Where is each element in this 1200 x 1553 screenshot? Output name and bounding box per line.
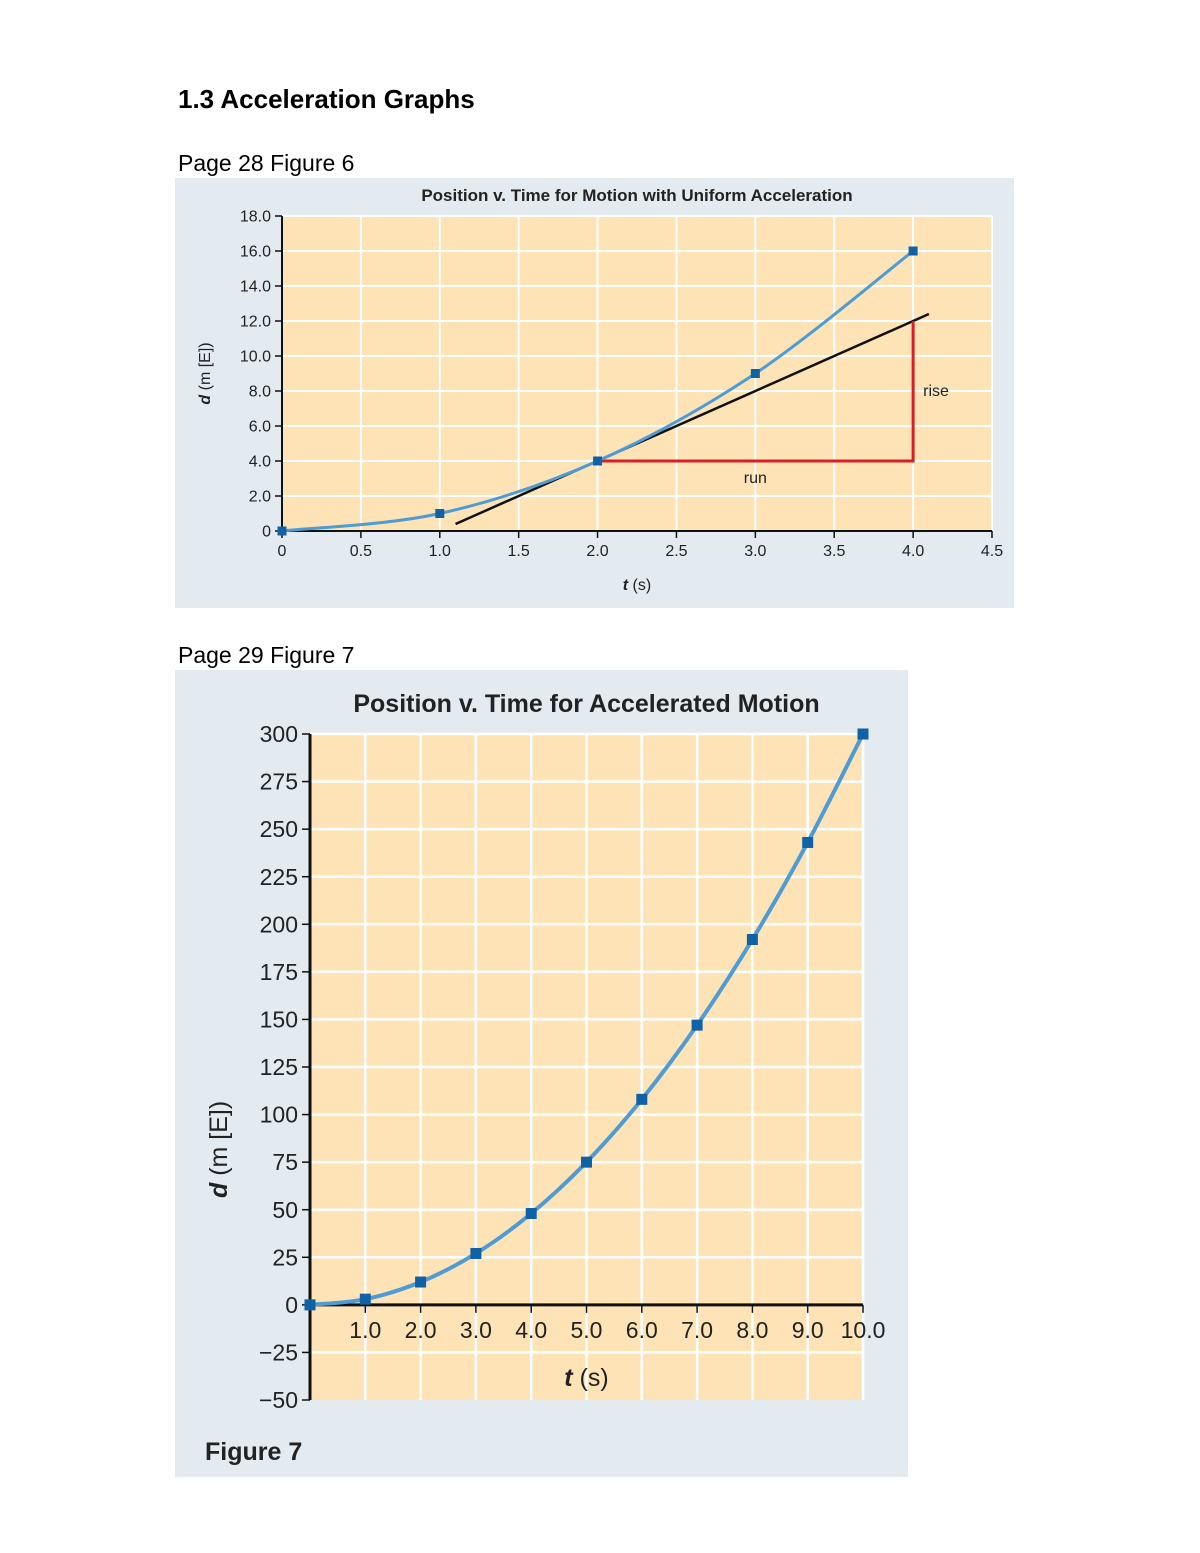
x-tick-label: 3.5 xyxy=(823,543,845,560)
x-tick-label: 2.0 xyxy=(405,1317,437,1343)
y-tick-label: 200 xyxy=(260,911,298,937)
y-tick-label: 300 xyxy=(260,721,298,747)
data-point xyxy=(636,1093,648,1105)
figure7-chart: −50 −25 0 25 50 75 100 125 150 175 200 225 250 275 300… xyxy=(205,690,885,1466)
data-point xyxy=(435,509,445,518)
data-point xyxy=(691,1019,703,1031)
y-tick-label: 250 xyxy=(260,816,298,842)
y-tick-label: 100 xyxy=(260,1102,298,1128)
figure7-series xyxy=(304,728,869,1311)
data-point xyxy=(802,836,814,848)
y-tick-label: 25 xyxy=(272,1244,298,1270)
figure6-grid xyxy=(282,215,993,531)
data-point xyxy=(593,456,603,466)
figure7-label: Figure 7 xyxy=(205,1438,302,1466)
y-tick-label: 8.0 xyxy=(249,384,271,401)
x-tick-label: 5.0 xyxy=(571,1317,603,1343)
x-tick-label: 4.5 xyxy=(981,543,1003,560)
data-point xyxy=(470,1247,482,1259)
x-tick-label: 3.0 xyxy=(744,543,766,560)
data-point xyxy=(277,526,287,536)
figure6-chart: 0 2.0 4.0 6.0 8.0 10.0 12.0 14.0 16.0 18.0 0 0.5 1.0… xyxy=(197,186,1003,594)
y-tick-label: −50 xyxy=(259,1387,298,1413)
y-tick-label: 175 xyxy=(260,959,298,985)
y-tick-label: 16.0 xyxy=(240,244,271,261)
page-heading: 1.3 Acceleration Graphs xyxy=(178,84,475,114)
y-tick-label: 150 xyxy=(260,1006,298,1032)
data-curve xyxy=(281,249,915,533)
y-tick-label: 10.0 xyxy=(240,349,271,366)
data-point xyxy=(359,1293,371,1305)
figure7-axes xyxy=(302,733,864,1401)
x-tick-label: 1.0 xyxy=(349,1317,381,1343)
data-point xyxy=(525,1208,537,1220)
y-tick-label: 0 xyxy=(285,1292,298,1318)
figure6-panel: 0 2.0 4.0 6.0 8.0 10.0 12.0 14.0 16.0 18.0 0 0.5 1.0… xyxy=(175,178,1014,608)
figure6-series xyxy=(277,246,918,536)
figure7-tick-labels: −50 −25 0 25 50 75 100 125 150 175 200 225 250 275 300… xyxy=(259,721,885,1413)
x-tick-label: 6.0 xyxy=(626,1317,658,1343)
y-tick-label: 225 xyxy=(260,864,298,890)
y-tick-label: 4.0 xyxy=(249,454,271,471)
x-tick-label: 9.0 xyxy=(792,1317,824,1343)
y-tick-label: 12.0 xyxy=(240,314,271,331)
data-point xyxy=(415,1276,427,1288)
x-tick-label: 10.0 xyxy=(841,1317,886,1343)
x-tick-label: 1.0 xyxy=(429,543,451,560)
data-point xyxy=(750,369,760,378)
x-tick-label: 4.0 xyxy=(515,1317,547,1343)
tangent-line xyxy=(455,312,930,526)
figure7-y-axis-label: d (m [E]) xyxy=(205,1101,233,1198)
y-tick-label: 275 xyxy=(260,769,298,795)
x-tick-label: 3.0 xyxy=(460,1317,492,1343)
data-point xyxy=(581,1156,592,1168)
figure6-title: Position v. Time for Motion with Uniform… xyxy=(421,186,852,205)
rise-run-triangle xyxy=(597,321,915,463)
y-tick-label: 6.0 xyxy=(249,419,271,436)
figure7-panel: −50 −25 0 25 50 75 100 125 150 175 200 225 250 275 300… xyxy=(175,670,908,1477)
x-tick-label: 0 xyxy=(278,543,287,560)
y-tick-label: −25 xyxy=(259,1339,298,1365)
figure6-plot-area xyxy=(282,216,992,531)
y-tick-label: 0 xyxy=(262,524,271,541)
data-point xyxy=(857,728,869,740)
figure7-grid xyxy=(310,732,865,1400)
x-tick-label: 2.5 xyxy=(665,543,687,560)
figure6-caption: Page 28 Figure 6 xyxy=(178,150,355,176)
data-point xyxy=(304,1299,316,1311)
y-tick-label: 50 xyxy=(272,1197,298,1223)
data-point xyxy=(746,934,758,946)
figure7-title: Position v. Time for Accelerated Motion xyxy=(353,690,819,718)
run-label: run xyxy=(744,470,767,487)
figure7-caption: Page 29 Figure 7 xyxy=(178,642,355,668)
figure6-annotations: run rise xyxy=(455,312,949,526)
y-tick-label: 2.0 xyxy=(249,489,271,506)
figure6-y-axis-label: d (m [E]) xyxy=(197,342,214,404)
data-point xyxy=(908,246,918,256)
x-tick-label: 2.0 xyxy=(586,543,608,560)
y-tick-label: 125 xyxy=(260,1054,298,1080)
y-tick-label: 14.0 xyxy=(240,279,271,296)
x-tick-label: 4.0 xyxy=(902,543,924,560)
x-tick-label: 1.5 xyxy=(508,543,530,560)
y-tick-label: 18.0 xyxy=(240,209,271,226)
y-tick-label: 75 xyxy=(272,1149,298,1175)
x-tick-label: 7.0 xyxy=(681,1317,713,1343)
x-tick-label: 0.5 xyxy=(350,543,372,560)
rise-label: rise xyxy=(923,383,949,400)
figure6-axes xyxy=(275,215,993,538)
figure7-x-axis-label: t (s) xyxy=(564,1364,608,1392)
x-tick-label: 8.0 xyxy=(736,1317,768,1343)
figure6-x-axis-label: t (s) xyxy=(623,577,651,594)
figure6-tick-labels: 0 2.0 4.0 6.0 8.0 10.0 12.0 14.0 16.0 18.0 0 0.5 1.0… xyxy=(240,209,1003,560)
